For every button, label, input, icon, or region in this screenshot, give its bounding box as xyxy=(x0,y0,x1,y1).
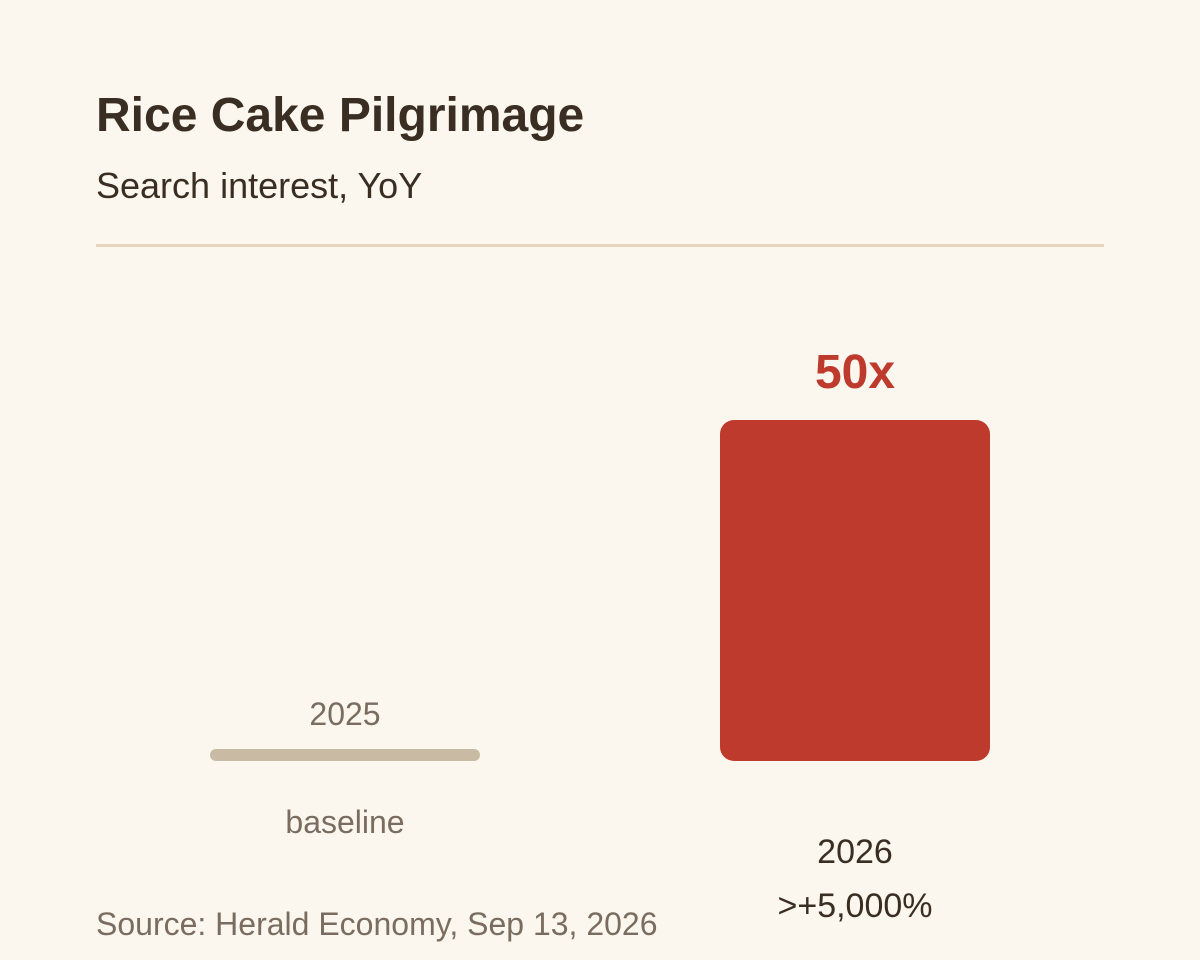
bar-note-2025: baseline xyxy=(285,804,404,840)
bar-category-label-2026: 2026 xyxy=(817,833,893,871)
chart-subtitle: Search interest, YoY xyxy=(96,165,423,206)
source-note: Source: Herald Economy, Sep 13, 2026 xyxy=(96,906,658,942)
header-divider xyxy=(96,244,1104,247)
bar-value-label-2026: 50x xyxy=(815,346,895,399)
bar-2026 xyxy=(720,420,990,761)
bar-category-label-2025: 2025 xyxy=(309,696,380,732)
bar-note-2026: >+5,000% xyxy=(777,887,932,925)
bar-2025 xyxy=(210,749,480,761)
chart-title: Rice Cake Pilgrimage xyxy=(96,89,585,142)
